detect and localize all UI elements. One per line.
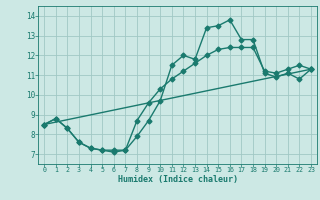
X-axis label: Humidex (Indice chaleur): Humidex (Indice chaleur) — [118, 175, 238, 184]
